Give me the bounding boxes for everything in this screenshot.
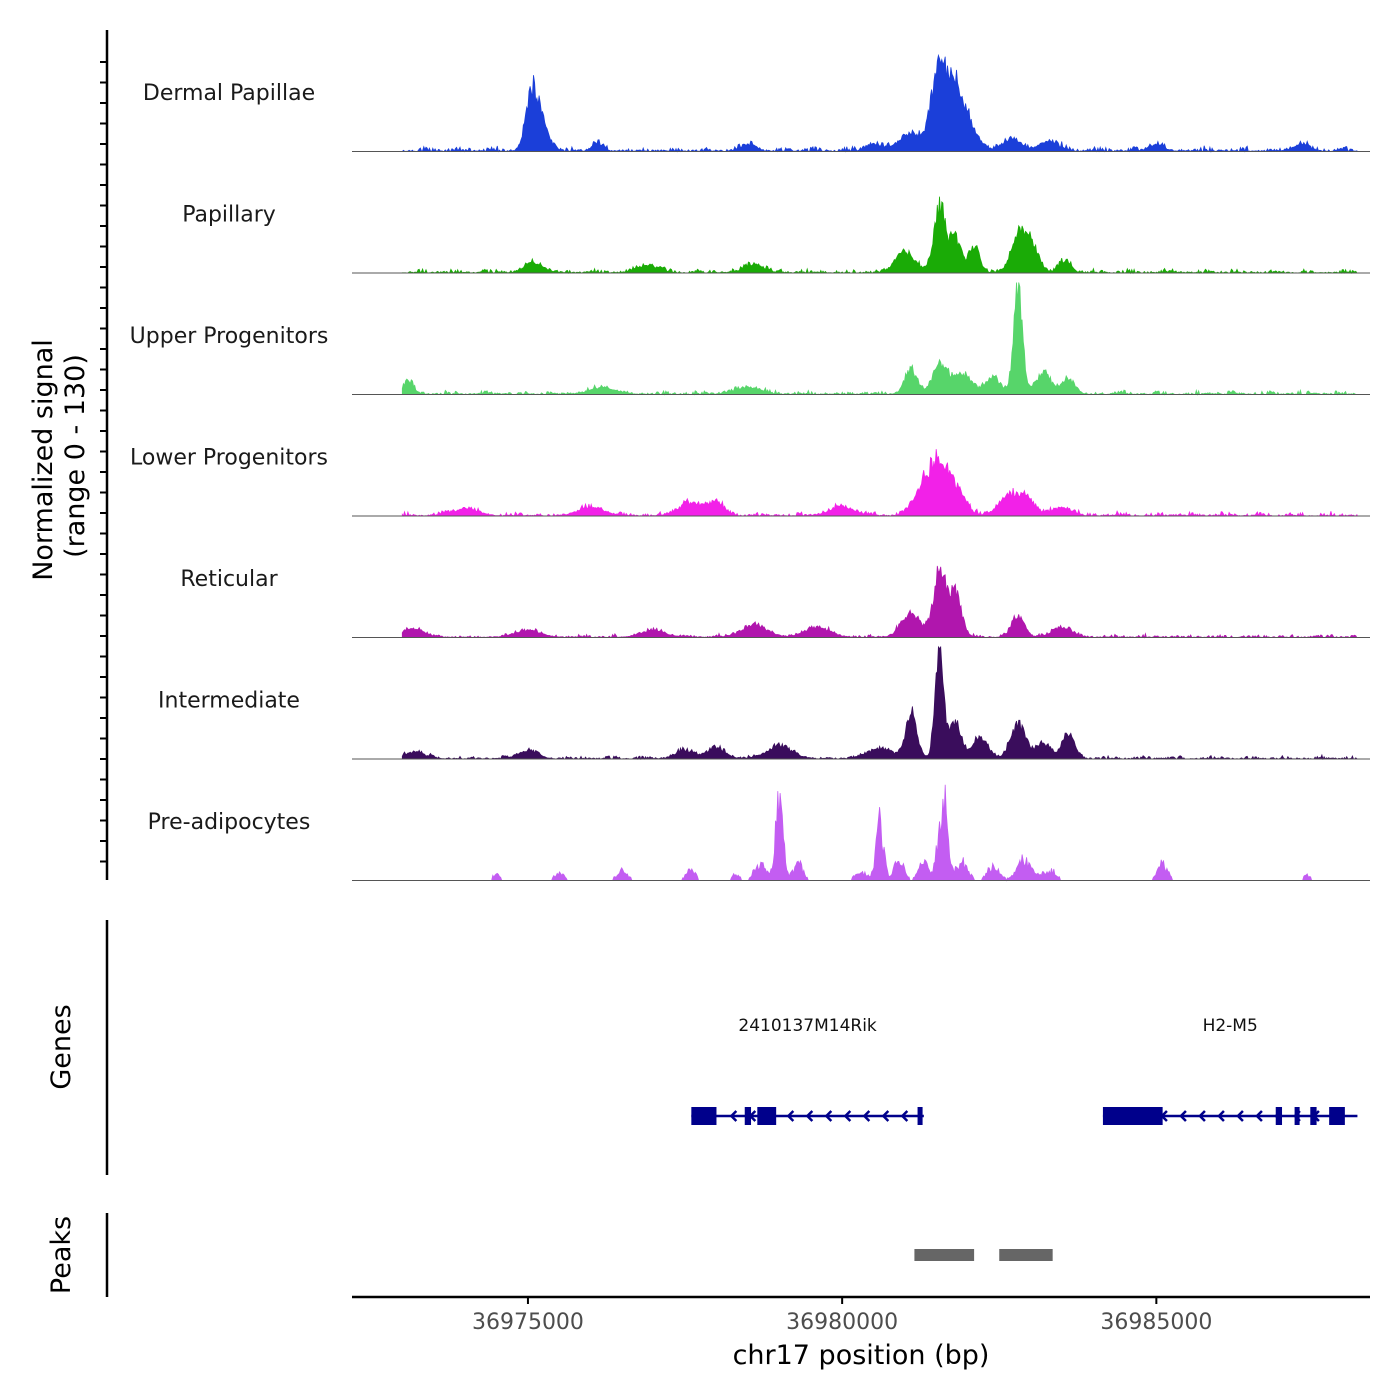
strand-arrow	[729, 1110, 738, 1122]
signal-y-axis-range: (range 0 - 130)	[60, 354, 91, 558]
x-tick-label: 36975000	[472, 1310, 584, 1335]
signal-area	[401, 53, 1359, 153]
strand-arrow	[1179, 1110, 1187, 1122]
signal-y-axis-title: Normalized signal	[28, 339, 59, 581]
gene-exon	[917, 1107, 923, 1125]
strand-arrow	[1217, 1110, 1225, 1122]
gene-exon	[1102, 1107, 1163, 1125]
gene-label: 2410137M14Rik	[738, 1016, 877, 1036]
gene-exon	[1310, 1107, 1317, 1125]
signal-y-axis: Normalized signal (range 0 - 130)	[28, 30, 109, 880]
track-papillary	[352, 196, 1370, 275]
gene-models: 2410137M14Rik H2-M5	[691, 1016, 1358, 1125]
x-axis: 36975000 36980000 36985000 chr17 position …	[352, 1295, 1370, 1371]
gene-exon	[1294, 1107, 1300, 1125]
peak-region	[914, 1249, 975, 1261]
track-labels: Dermal Papillae Papillary Upper Progenitor…	[130, 81, 329, 835]
strand-arrow	[1198, 1110, 1206, 1122]
gene-exon	[691, 1107, 717, 1125]
gene-exon	[744, 1107, 752, 1125]
strand-arrow	[881, 1110, 890, 1122]
strand-arrow	[843, 1110, 852, 1122]
track-lower-progenitors	[352, 449, 1370, 518]
strand-arrow	[805, 1110, 814, 1122]
gene-label: H2-M5	[1203, 1016, 1258, 1036]
strand-arrow	[1255, 1110, 1263, 1122]
track-label: Upper Progenitors	[130, 324, 329, 349]
track-label: Lower Progenitors	[130, 446, 328, 471]
signal-area	[401, 565, 1358, 639]
track-label: Reticular	[180, 567, 278, 592]
peak-regions	[914, 1249, 1053, 1261]
signal-area	[401, 645, 1358, 761]
track-dermal-papillae	[352, 53, 1370, 153]
genes-axis-title: Genes	[46, 1004, 77, 1089]
track-intermediate	[352, 645, 1370, 761]
track-label: Papillary	[182, 203, 276, 228]
track-reticular	[352, 565, 1370, 639]
track-label: Dermal Papillae	[143, 81, 315, 106]
genes-panel: Genes 2410137M14Rik H2-M5	[46, 920, 1358, 1175]
signal-area	[402, 784, 1358, 882]
gene-2410137m14rik: 2410137M14Rik	[691, 1016, 924, 1125]
signal-tracks	[352, 53, 1370, 882]
strand-arrow	[1236, 1110, 1244, 1122]
track-upper-progenitors	[352, 282, 1370, 396]
x-tick-label: 36985000	[1100, 1310, 1212, 1335]
strand-arrow	[786, 1110, 795, 1122]
peak-region	[999, 1249, 1053, 1261]
peaks-axis-title: Peaks	[46, 1216, 77, 1294]
x-axis-ticks: 36975000 36980000 36985000	[472, 1297, 1212, 1335]
gene-exon	[757, 1107, 777, 1125]
track-label: Intermediate	[158, 689, 300, 714]
signal-area	[401, 282, 1358, 396]
gene-exon	[1275, 1107, 1283, 1125]
signal-y-axis-ticks	[100, 61, 107, 863]
gene-h2-m5: H2-M5	[1102, 1016, 1358, 1125]
gene-exon	[1329, 1107, 1345, 1125]
signal-area	[401, 449, 1358, 518]
peaks-panel: Peaks	[46, 1213, 1053, 1297]
track-label: Pre-adipocytes	[148, 810, 311, 835]
strand-arrow	[900, 1110, 909, 1122]
strand-arrow	[862, 1110, 871, 1122]
x-axis-title: chr17 position (bp)	[733, 1340, 990, 1371]
x-tick-label: 36980000	[786, 1310, 898, 1335]
signal-area	[401, 196, 1358, 275]
strand-arrow	[824, 1110, 833, 1122]
track-pre-adipocytes	[352, 784, 1370, 882]
